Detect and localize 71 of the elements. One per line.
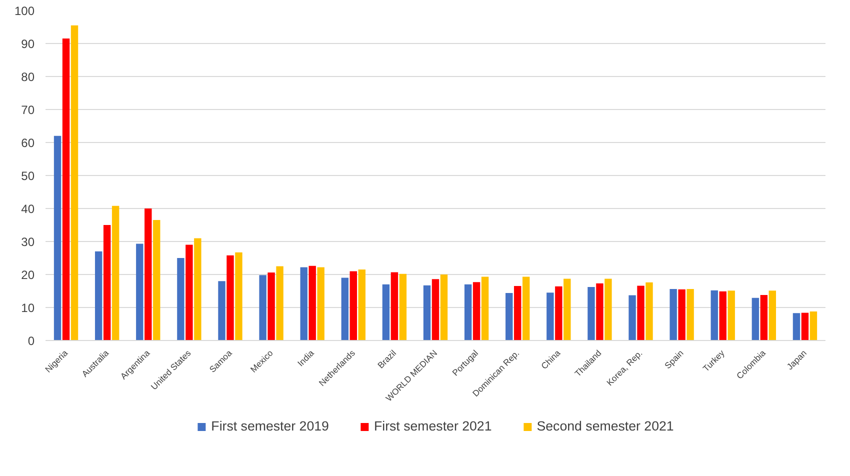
y-tick-label: 40 (21, 202, 35, 216)
legend-label: First semester 2021 (374, 418, 492, 434)
y-tick-label: 60 (21, 136, 35, 150)
bar (341, 278, 349, 340)
bar (382, 284, 390, 340)
bar (177, 258, 184, 340)
bar (399, 274, 407, 340)
bar (276, 266, 284, 340)
bar (596, 283, 604, 340)
bar (719, 291, 726, 340)
legend-label: Second semester 2021 (536, 418, 674, 434)
bar (358, 270, 366, 340)
bar (268, 272, 275, 340)
bar (588, 287, 595, 340)
y-tick-label: 10 (21, 301, 35, 315)
bar (440, 274, 448, 340)
bar (810, 311, 818, 340)
bar (390, 272, 398, 340)
bar (464, 284, 472, 340)
bar (564, 278, 571, 340)
bar (144, 208, 152, 340)
bar (760, 294, 768, 340)
bar (94, 251, 102, 340)
bar (472, 282, 480, 340)
y-tick-label: 90 (21, 37, 35, 51)
y-tick-label: 30 (21, 235, 35, 249)
bar (670, 289, 677, 340)
legend-label: First semester 2019 (211, 418, 329, 434)
bar (637, 286, 644, 340)
bar (481, 276, 489, 340)
bar (792, 313, 800, 340)
y-tick-label: 80 (21, 70, 35, 84)
bar (801, 312, 809, 340)
bar (752, 298, 760, 340)
bar (194, 238, 202, 340)
bar (686, 289, 694, 340)
bar (604, 278, 612, 340)
y-tick-label: 70 (21, 103, 35, 117)
bar (308, 266, 316, 340)
bar (546, 292, 554, 340)
bar (300, 267, 308, 340)
bar (506, 292, 513, 340)
bar (350, 271, 357, 340)
bar (136, 244, 144, 340)
bar (628, 295, 636, 340)
bar (432, 279, 440, 340)
bar (218, 281, 226, 340)
bar (728, 290, 735, 340)
bar (70, 25, 78, 340)
bar (555, 286, 562, 340)
bar (235, 252, 242, 340)
bar (317, 267, 324, 340)
bar (522, 276, 530, 340)
bar (112, 206, 120, 340)
bar (54, 136, 62, 340)
bar (226, 255, 234, 340)
bar (768, 290, 776, 340)
bar (186, 244, 193, 340)
bar (514, 286, 522, 340)
bar (646, 282, 653, 340)
bar (423, 285, 431, 340)
bar (259, 275, 266, 340)
bar (62, 38, 70, 340)
y-tick-label: 20 (21, 268, 35, 282)
y-tick-label: 0 (28, 334, 35, 348)
bar (103, 225, 111, 340)
bar (678, 289, 686, 340)
y-tick-label: 100 (14, 4, 35, 18)
bar (710, 290, 718, 340)
y-tick-label: 50 (21, 169, 35, 183)
bar (153, 220, 160, 340)
